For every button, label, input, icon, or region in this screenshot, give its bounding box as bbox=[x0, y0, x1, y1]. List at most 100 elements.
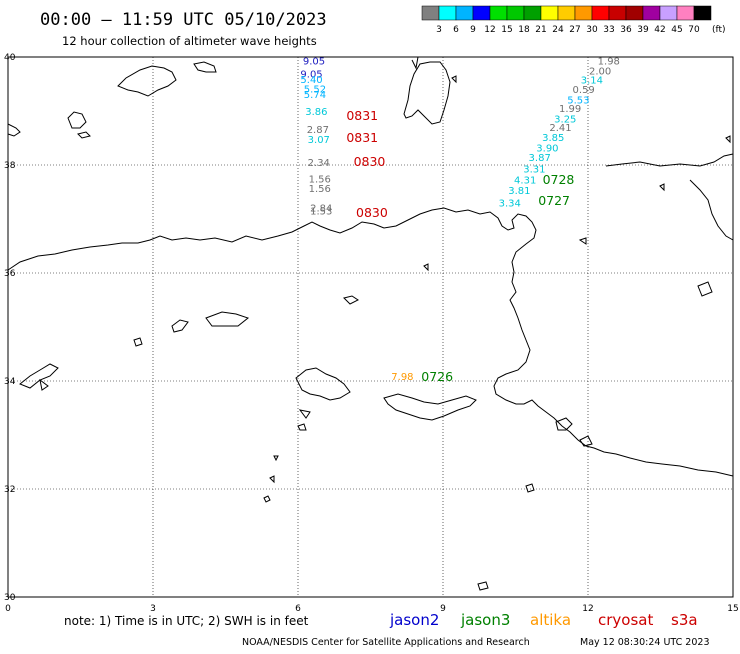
latitude-tick: 38 bbox=[4, 161, 16, 171]
colorbar-tick-label: 15 bbox=[501, 25, 512, 35]
wave-height-value: 5.52 bbox=[304, 85, 326, 96]
colorbar-swatch bbox=[676, 5, 695, 21]
longitude-tick: 15 bbox=[727, 604, 738, 614]
colorbar-swatch bbox=[489, 5, 508, 21]
wave-height-value: 0.59 bbox=[573, 85, 595, 96]
wave-height-value: 3.14 bbox=[581, 75, 603, 86]
colorbar-tick-label: 45 bbox=[671, 25, 682, 35]
pass-time-labels: 0831 0831 0830 0830 0728 0727 0726 bbox=[346, 108, 574, 384]
malta-islands bbox=[555, 417, 573, 431]
units-note: note: 1) Time is in UTC; 2) SWH is in fe… bbox=[64, 614, 309, 628]
sicily-east-coastline bbox=[689, 179, 734, 241]
wave-height-value: 5.74 bbox=[304, 90, 326, 101]
colorbar-swatch bbox=[608, 5, 627, 21]
wave-height-value: 1.56 bbox=[309, 184, 331, 195]
colorbar-tick-label: 70 bbox=[688, 25, 700, 35]
pass-time-label: 0726 bbox=[421, 369, 453, 384]
wave-height-value: 1.98 bbox=[598, 57, 620, 68]
wave-height-value: 3.81 bbox=[508, 186, 530, 197]
north-africa-coastline bbox=[7, 207, 734, 477]
menorca-coastline bbox=[193, 61, 217, 73]
latitude-tick: 34 bbox=[4, 377, 16, 387]
islet-6 bbox=[525, 483, 535, 493]
ibiza-coastline bbox=[67, 111, 87, 129]
longitude-tick: 3 bbox=[150, 604, 156, 614]
pass-time-label: 0831 bbox=[346, 130, 378, 145]
legend-altika: altika bbox=[530, 611, 571, 629]
wave-height-value: 3.25 bbox=[554, 114, 576, 125]
small-island-3 bbox=[133, 337, 143, 347]
west-islands-2 bbox=[39, 378, 49, 391]
wave-height-value: 9.05 bbox=[300, 70, 322, 81]
islet-3 bbox=[273, 455, 279, 462]
colorbar-tick-label: 6 bbox=[453, 25, 459, 35]
small-island-1 bbox=[171, 319, 189, 333]
wave-height-value: 1.99 bbox=[559, 104, 581, 115]
latitude-tick: 40 bbox=[4, 53, 16, 63]
credit-line: NOAA/NESDIS Center for Satellite Applica… bbox=[242, 637, 530, 648]
legend-s3a: s3a bbox=[671, 611, 698, 629]
islet-5 bbox=[423, 263, 429, 272]
colorbar-swatch bbox=[523, 5, 542, 21]
wave-height-value: 5.40 bbox=[300, 75, 322, 86]
colorbar-swatch bbox=[557, 5, 576, 21]
colorbar-swatch bbox=[625, 5, 644, 21]
wave-height-value: 2.00 bbox=[589, 66, 611, 77]
map-title: 00:00 – 11:59 UTC 05/10/2023 bbox=[40, 10, 327, 30]
colorbar-swatch bbox=[642, 5, 661, 21]
colorbar-unit: (ft) bbox=[712, 25, 726, 35]
pass-time-label: 0727 bbox=[538, 193, 570, 208]
pass-time-label: 0831 bbox=[346, 108, 378, 123]
wave-height-value: 2.87 bbox=[307, 125, 329, 136]
colorbar-swatch bbox=[591, 5, 610, 21]
wave-height-colorbar bbox=[421, 5, 712, 21]
center-island-1 bbox=[295, 367, 351, 401]
timestamp: May 12 08:30:24 UTC 2023 bbox=[580, 637, 709, 648]
small-island-2 bbox=[205, 311, 250, 327]
center-island-4 bbox=[297, 423, 307, 431]
wave-height-value: 7.98 bbox=[391, 372, 413, 383]
colorbar-tick-label: 27 bbox=[569, 25, 580, 35]
islet-9 bbox=[697, 281, 713, 297]
colorbar-tick-label: 12 bbox=[484, 25, 495, 35]
wave-height-value: 2.84 bbox=[310, 203, 332, 214]
wave-height-value: 1.56 bbox=[309, 174, 331, 185]
sardinia-coastline bbox=[403, 61, 451, 125]
map-subtitle: 12 hour collection of altimeter wave hei… bbox=[62, 34, 317, 48]
colorbar-tick-label: 24 bbox=[552, 25, 564, 35]
wave-height-value: 2.41 bbox=[549, 123, 571, 134]
colorbar-tick-label: 3 bbox=[436, 25, 442, 35]
wave-height-value: 3.07 bbox=[308, 135, 330, 146]
colorbar-swatch bbox=[455, 5, 474, 21]
colorbar-tick-labels: 3 6 9 12 15 18 21 24 27 30 33 36 39 42 45 70 bbox=[436, 25, 700, 35]
colorbar-swatch bbox=[472, 5, 491, 21]
west-islands bbox=[19, 363, 59, 389]
colorbar-swatch bbox=[659, 5, 678, 21]
center-island-3 bbox=[298, 409, 311, 419]
islet-10 bbox=[725, 135, 731, 144]
wave-height-value: 3.90 bbox=[536, 144, 558, 155]
sicily-coastline bbox=[605, 153, 734, 167]
islet-11 bbox=[451, 75, 457, 84]
longitude-tick: 6 bbox=[295, 604, 301, 614]
wave-height-value: 9.05 bbox=[303, 57, 325, 68]
pass-time-label: 0830 bbox=[354, 154, 386, 169]
coastlines bbox=[7, 56, 734, 591]
colorbar-tick-label: 39 bbox=[637, 25, 649, 35]
wave-height-value: 3.87 bbox=[529, 153, 551, 164]
map-frame bbox=[7, 56, 734, 598]
wave-height-value: 3.34 bbox=[499, 199, 521, 210]
colorbar-swatch bbox=[438, 5, 457, 21]
longitude-tick: 12 bbox=[582, 604, 593, 614]
wave-height-value: 1.53 bbox=[310, 207, 332, 218]
wave-height-value: 3.86 bbox=[305, 107, 327, 118]
legend-cryosat: cryosat bbox=[598, 611, 653, 629]
islet-7 bbox=[578, 237, 587, 245]
galite-island bbox=[343, 295, 359, 305]
spain-coastline bbox=[7, 123, 21, 137]
colorbar-tick-label: 36 bbox=[620, 25, 632, 35]
pass-time-label: 0728 bbox=[543, 172, 575, 187]
latitude-tick-labels: 40 38 36 34 32 30 bbox=[4, 53, 16, 603]
